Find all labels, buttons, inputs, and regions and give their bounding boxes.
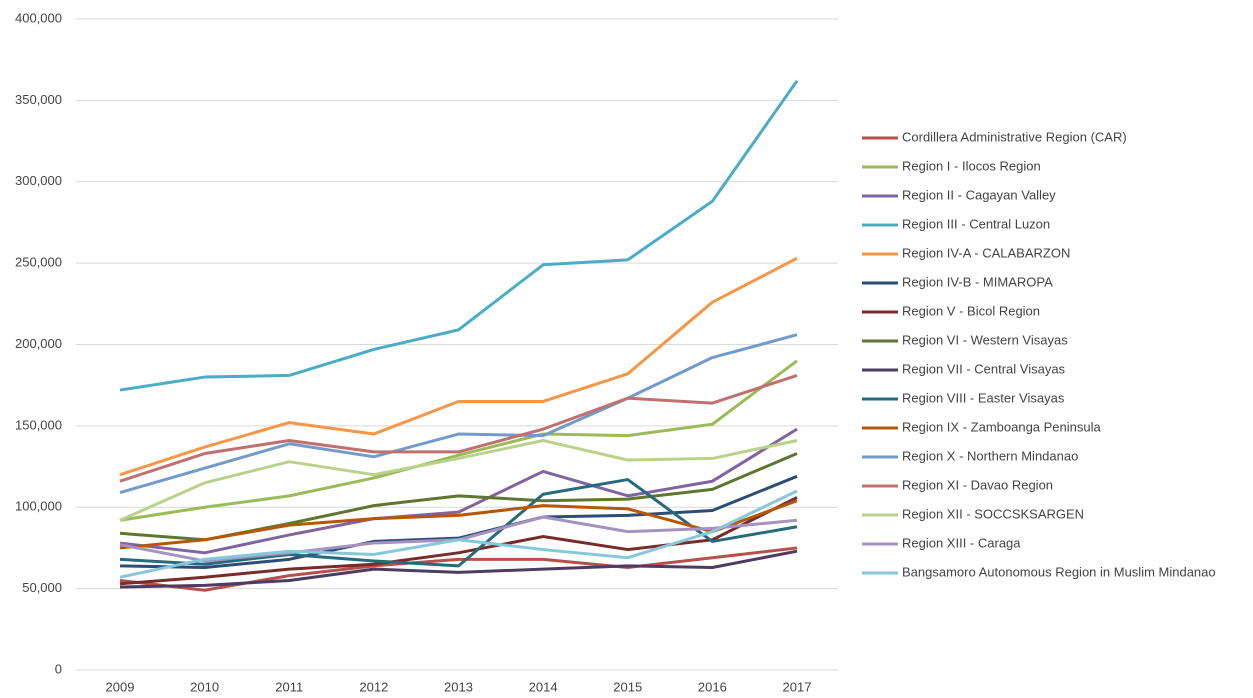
y-tick-label: 200,000 [15, 336, 62, 351]
legend-label: Cordillera Administrative Region (CAR) [902, 129, 1127, 144]
x-tick-label: 2017 [783, 679, 812, 694]
series-line [119, 489, 798, 579]
series-line [119, 373, 798, 483]
x-tick-label: 2012 [359, 679, 388, 694]
legend-label: Region VIII - Easter Visayas [902, 390, 1065, 405]
y-tick-label: 400,000 [15, 10, 62, 25]
legend-label: Bangsamoro Autonomous Region in Muslim M… [902, 564, 1216, 579]
legend-label: Region V - Bicol Region [902, 303, 1040, 318]
y-tick-label: 300,000 [15, 173, 62, 188]
legend-label: Region I - Ilocos Region [902, 158, 1041, 173]
y-tick-label: 250,000 [15, 255, 62, 270]
y-tick-label: 350,000 [15, 92, 62, 107]
x-tick-label: 2010 [190, 679, 219, 694]
series-line [119, 499, 798, 550]
x-tick-label: 2011 [275, 679, 303, 694]
x-tick-label: 2013 [444, 679, 473, 694]
x-tick-label: 2014 [529, 679, 558, 694]
legend-label: Region X - Northern Mindanao [902, 448, 1078, 463]
y-tick-label: 150,000 [15, 417, 62, 432]
legend-label: Region VI - Western Visayas [902, 332, 1068, 347]
legend-label: Region VII - Central Visayas [902, 361, 1066, 376]
legend-label: Region XI - Davao Region [902, 477, 1053, 492]
legend-label: Region IV-B - MIMAROPA [902, 274, 1053, 289]
legend-label: Region II - Cagayan Valley [902, 187, 1056, 202]
legend-label: Region IV-A - CALABARZON [902, 245, 1070, 260]
x-tick-label: 2015 [613, 679, 642, 694]
series-line [119, 496, 798, 586]
series-line [119, 439, 798, 522]
legend-label: Region XIII - Caraga [902, 535, 1021, 550]
x-tick-label: 2009 [106, 679, 135, 694]
series-line [119, 478, 798, 568]
series-line [119, 359, 798, 522]
series-line [119, 333, 798, 495]
series-line [119, 474, 798, 569]
y-tick-label: 100,000 [15, 499, 62, 514]
x-tick-label: 2016 [698, 679, 727, 694]
series-line [119, 427, 798, 555]
y-tick-label: 50,000 [22, 580, 62, 595]
legend-label: Region IX - Zamboanga Peninsula [902, 419, 1102, 434]
legend-label: Region III - Central Luzon [902, 216, 1050, 231]
series-line [119, 256, 798, 477]
y-tick-label: 0 [55, 661, 62, 676]
series-line [119, 549, 798, 589]
legend-label: Region XII - SOCCSKSARGEN [902, 506, 1084, 521]
series-line [119, 546, 798, 592]
series-line [119, 79, 799, 392]
